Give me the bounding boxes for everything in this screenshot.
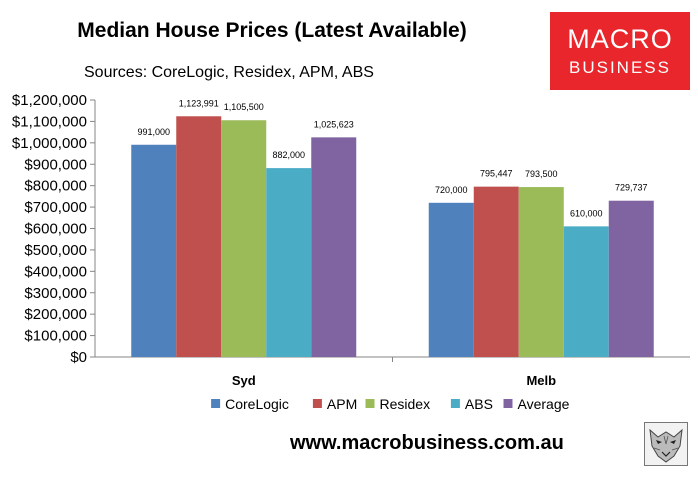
y-tick-label: $1,200,000: [12, 92, 87, 109]
legend-swatch: [450, 399, 460, 408]
logo-line-1: MACRO: [567, 24, 673, 54]
plot-area: $0 $100,000 $200,000 $300,000 $400,000 $500,0…: [12, 92, 690, 388]
chart-subtitle: Sources: CoreLogic, Residex, APM, ABS: [84, 64, 374, 81]
logo-line-2: BUSINESS: [569, 58, 671, 77]
x-tick-label: Syd: [232, 373, 256, 388]
x-tick-label: Melb: [526, 373, 556, 388]
footer-url: www.macrobusiness.com.au: [290, 432, 564, 454]
bar: [176, 116, 222, 357]
data-label: 795,447: [480, 169, 513, 179]
y-tick-label: $200,000: [24, 306, 87, 323]
data-label: 729,737: [615, 183, 648, 193]
legend: CoreLogic APM Residex ABS Average: [211, 396, 570, 412]
data-label: 1,025,623: [314, 119, 354, 129]
y-tick-label: $400,000: [24, 263, 87, 280]
data-label: 1,105,500: [224, 102, 264, 112]
data-label: 991,000: [137, 127, 170, 137]
data-label: 882,000: [272, 150, 305, 160]
y-tick-label: $800,000: [24, 178, 87, 195]
y-tick-label: $100,000: [24, 328, 87, 345]
y-tick-label: $300,000: [24, 285, 87, 302]
data-label: 1,123,991: [179, 98, 219, 108]
legend-label: ABS: [465, 396, 493, 412]
bar: [266, 168, 312, 357]
data-label: 793,500: [525, 169, 558, 179]
legend-label: APM: [327, 396, 357, 412]
y-tick-label: $1,100,000: [12, 113, 87, 130]
y-tick-label: $0: [70, 349, 87, 366]
legend-label: CoreLogic: [225, 396, 289, 412]
macrobusiness-logo: MACRO BUSINESS: [550, 12, 690, 90]
bar: [311, 137, 357, 357]
data-label: 610,000: [570, 208, 603, 218]
data-label: 720,000: [435, 185, 468, 195]
legend-label: Average: [518, 396, 570, 412]
legend-swatch: [503, 399, 513, 408]
y-tick-label: $500,000: [24, 242, 87, 259]
y-tick-label: $1,000,000: [12, 135, 87, 152]
legend-swatch: [211, 399, 221, 408]
bar: [563, 226, 609, 357]
bar: [518, 187, 564, 357]
bar: [473, 186, 519, 357]
bar: [131, 144, 177, 357]
legend-label: Residex: [380, 396, 431, 412]
y-tick-label: $700,000: [24, 199, 87, 216]
bar: [608, 200, 654, 357]
legend-swatch: [365, 399, 375, 408]
y-tick-label: $900,000: [24, 156, 87, 173]
legend-swatch: [312, 399, 322, 408]
wolf-icon: [644, 422, 688, 466]
chart-title: Median House Prices (Latest Available): [77, 19, 466, 42]
bar: [221, 120, 267, 358]
y-tick-label: $600,000: [24, 221, 87, 238]
bar: [428, 202, 474, 357]
